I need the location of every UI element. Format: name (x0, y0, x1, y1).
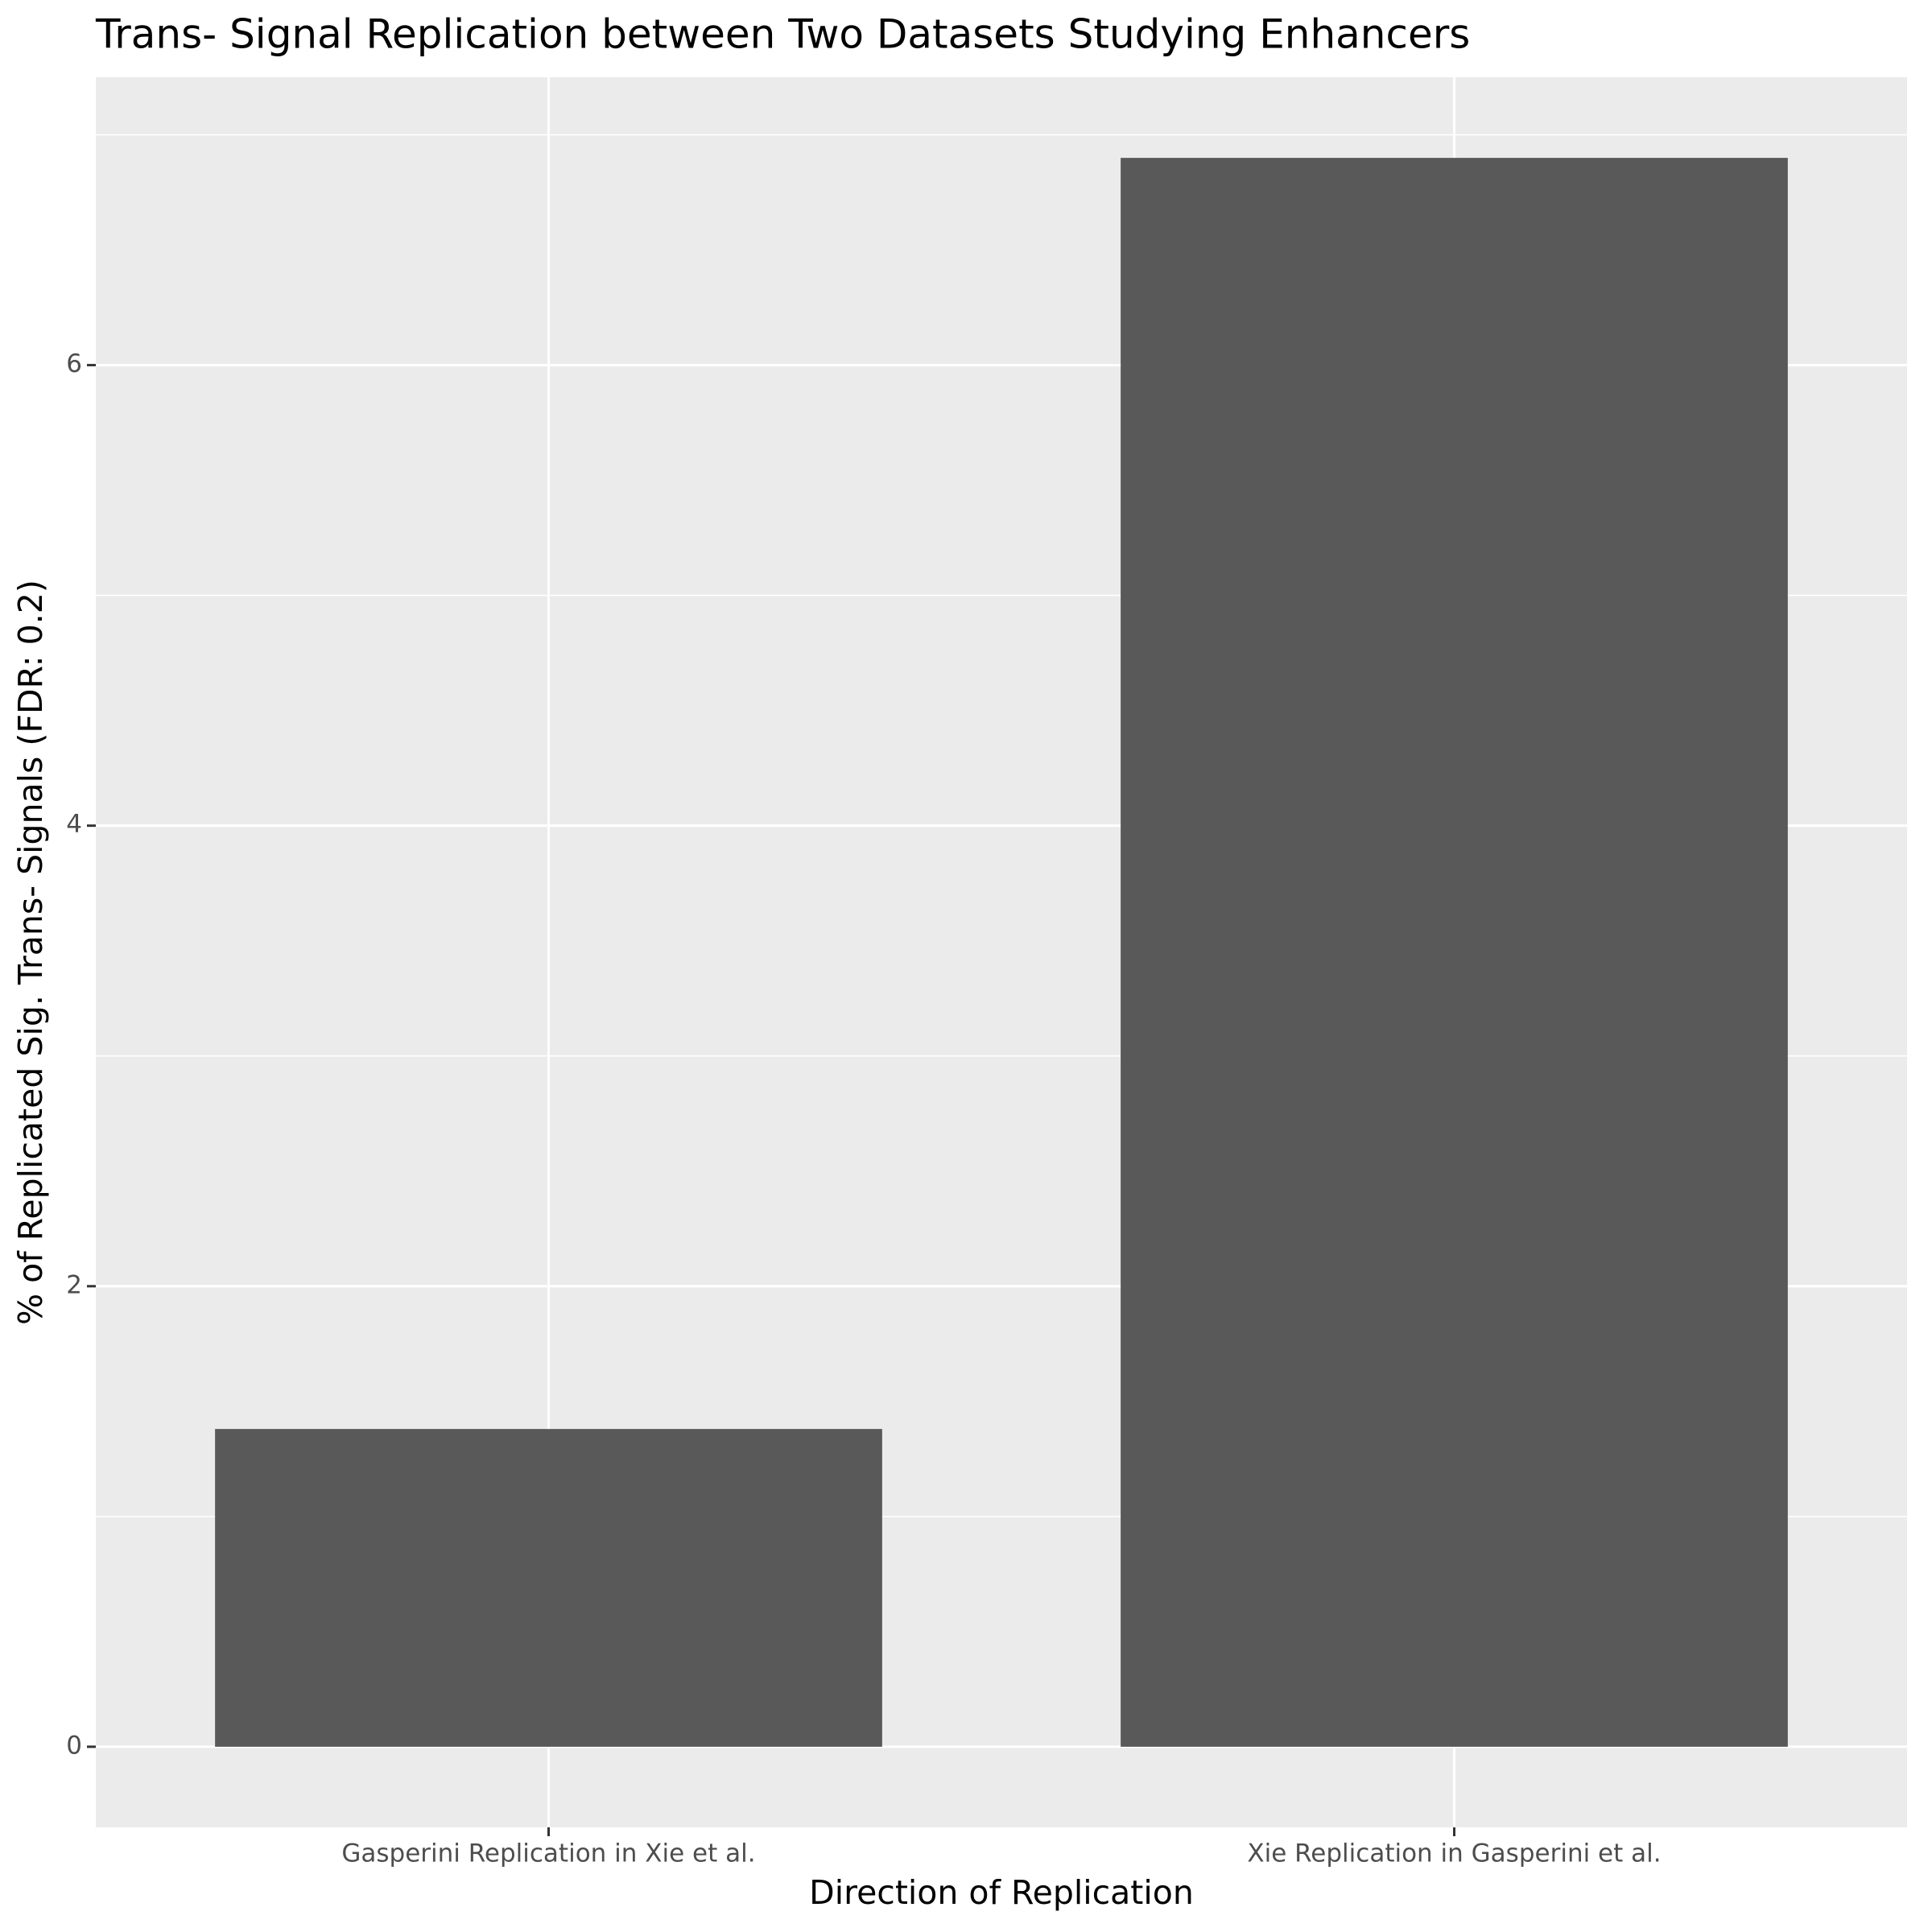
y-axis-title: % of Replicated Sig. Trans- Signals (FDR… (11, 580, 50, 1325)
bar (215, 1429, 882, 1747)
y-tick-label: 6 (66, 349, 82, 378)
chart-title: Trans- Signal Replication between Two Da… (95, 11, 1470, 58)
y-tick-label: 2 (66, 1270, 82, 1299)
y-tick-label: 0 (66, 1731, 82, 1760)
bar (1121, 158, 1788, 1747)
x-tick-label: Gasperini Replication in Xie et al. (341, 1839, 755, 1868)
y-tick-label: 4 (66, 810, 82, 839)
x-axis-title: Direction of Replication (809, 1873, 1194, 1912)
x-tick-label: Xie Replication in Gasperini et al. (1247, 1839, 1661, 1868)
